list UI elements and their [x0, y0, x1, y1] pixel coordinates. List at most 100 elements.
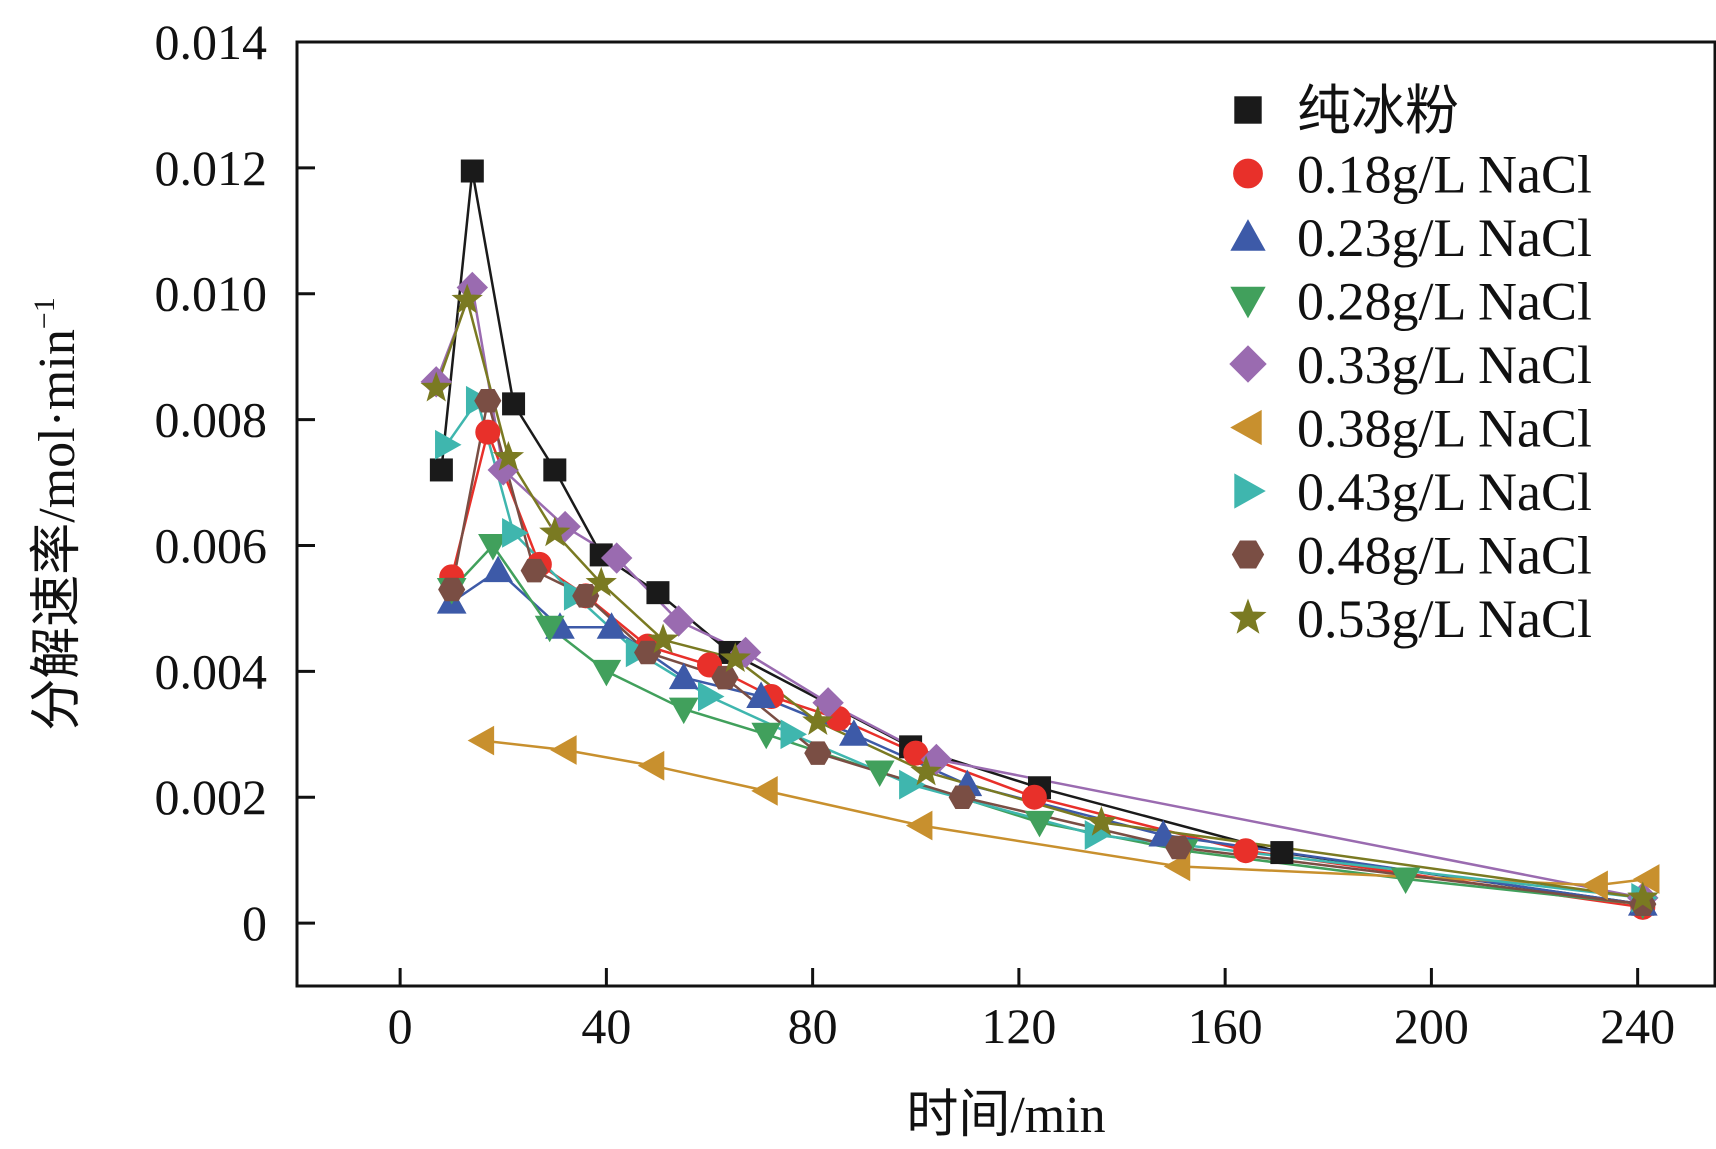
x-tick-labels: 0 40 80 120 160 200 240: [388, 998, 1676, 1054]
data-point-s2-4: [668, 662, 699, 690]
data-point-s2-5: [746, 681, 776, 709]
x-axis-title: 时间/min: [906, 1087, 1105, 1144]
data-point-s6-7: [899, 769, 926, 800]
data-point-s0-5: [646, 581, 670, 605]
data-point-s8-8: [910, 755, 942, 786]
y-axis-title-superscript: −1: [28, 297, 61, 329]
y-axis-title: 分解速率/mol·min−1: [28, 297, 86, 730]
data-point-s5-5: [1163, 851, 1191, 882]
legend-marker-3: [1230, 286, 1266, 319]
data-point-s0-0: [429, 458, 453, 482]
data-point-s0-1: [460, 159, 484, 183]
legend-marker-0: [1234, 96, 1262, 124]
data-point-s6-6: [780, 719, 808, 750]
legend-label-6: 0.43g/L NaCl: [1297, 462, 1592, 522]
data-point-s5-2: [637, 750, 665, 781]
legend-marker-1: [1233, 158, 1263, 189]
data-point-s2-6: [839, 719, 869, 746]
data-point-s1-10: [1233, 838, 1259, 864]
y-tick-label: 0.006: [155, 517, 268, 573]
data-point-s2-3: [596, 612, 627, 639]
data-point-s3-6: [864, 760, 895, 788]
legend-marker-2: [1230, 219, 1266, 251]
data-point-s2-1: [483, 555, 513, 583]
data-point-s5-7: [1632, 864, 1660, 894]
series-markers: [420, 159, 1660, 920]
data-point-s7-2: [520, 558, 548, 583]
data-point-s8-1: [451, 283, 483, 314]
data-point-s3-4: [668, 697, 699, 725]
data-point-s6-0: [435, 429, 462, 460]
legend-marker-8: [1229, 598, 1267, 634]
data-point-s8-5: [647, 623, 679, 654]
data-point-s8-7: [802, 705, 834, 735]
x-tick-label: 80: [788, 998, 838, 1054]
x-tick-label: 240: [1600, 998, 1675, 1054]
data-point-s3-9: [1390, 867, 1421, 895]
data-point-s3-7: [1024, 810, 1055, 838]
legend-marker-4: [1229, 345, 1267, 383]
data-point-s5-3: [751, 776, 778, 806]
x-tick-label: 160: [1188, 998, 1263, 1054]
series-line-7: [450, 400, 1643, 906]
data-point-s7-3: [572, 584, 600, 608]
data-point-s7-1: [474, 388, 502, 413]
data-point-s7-4: [634, 640, 662, 665]
data-point-s5-1: [550, 735, 577, 765]
data-point-s8-2: [492, 440, 525, 471]
data-point-s5-0: [467, 725, 495, 756]
data-point-s0-9: [1270, 841, 1294, 865]
data-point-s8-3: [539, 516, 571, 547]
data-point-s8-10: [1627, 881, 1659, 912]
axis-ticks: [297, 40, 1640, 986]
data-point-s4-4: [600, 542, 633, 574]
data-point-s3-1: [478, 533, 508, 561]
y-tick-label: 0: [242, 895, 267, 951]
data-point-s3-2: [534, 615, 565, 643]
y-tick-label: 0.014: [155, 14, 268, 70]
legend-marker-5: [1230, 409, 1262, 446]
data-point-s8-4: [585, 566, 617, 597]
data-point-s8-9: [1085, 805, 1118, 836]
legend-label-7: 0.48g/L NaCl: [1297, 526, 1592, 586]
plot-frame: [295, 40, 1716, 988]
data-point-s1-9: [1021, 784, 1047, 810]
x-tick-label: 200: [1394, 998, 1469, 1054]
x-tick-label: 120: [981, 998, 1056, 1054]
legend-label-4: 0.33g/L NaCl: [1297, 335, 1592, 395]
legend-label-5: 0.38g/L NaCl: [1297, 399, 1592, 459]
data-point-s5-4: [905, 810, 933, 841]
data-point-s7-6: [804, 741, 832, 765]
data-point-s0-3: [543, 458, 567, 482]
data-point-s3-3: [591, 659, 622, 687]
y-axis-title-group: 分解速率/mol·min−1: [28, 297, 86, 730]
y-tick-label: 0.012: [155, 140, 268, 196]
legend-marker-6: [1234, 473, 1266, 509]
data-point-s3-5: [751, 722, 782, 750]
legend-label-2: 0.23g/L NaCl: [1297, 208, 1592, 268]
y-tick-labels: 0 0.002 0.004 0.006 0.008 0.010 0.012 0.014: [155, 14, 268, 951]
data-point-s7-0: [438, 577, 466, 602]
y-axis-title-main: 分解速率/mol·min: [29, 329, 86, 731]
data-point-s7-7: [948, 785, 976, 809]
y-tick-label: 0.008: [155, 392, 268, 448]
data-point-s6-2: [502, 518, 529, 548]
y-tick-label: 0.004: [155, 643, 268, 699]
legend-label-0: 纯冰粉: [1297, 81, 1459, 141]
data-point-s4-5: [662, 605, 695, 637]
y-tick-label: 0.010: [155, 266, 268, 322]
data-point-s5-6: [1581, 870, 1608, 901]
legend-marker-7: [1231, 540, 1265, 569]
data-point-s6-5: [698, 681, 725, 712]
data-point-s8-6: [719, 642, 751, 673]
legend-label-3: 0.28g/L NaCl: [1297, 272, 1592, 332]
data-point-s1-1: [475, 419, 501, 445]
x-tick-label: 0: [388, 998, 413, 1054]
y-tick-label: 0.002: [155, 769, 268, 825]
legend-label-8: 0.53g/L NaCl: [1297, 589, 1592, 649]
x-tick-label: 40: [581, 998, 631, 1054]
legend-label-1: 0.18g/L NaCl: [1297, 145, 1592, 205]
data-point-s0-2: [502, 392, 526, 416]
